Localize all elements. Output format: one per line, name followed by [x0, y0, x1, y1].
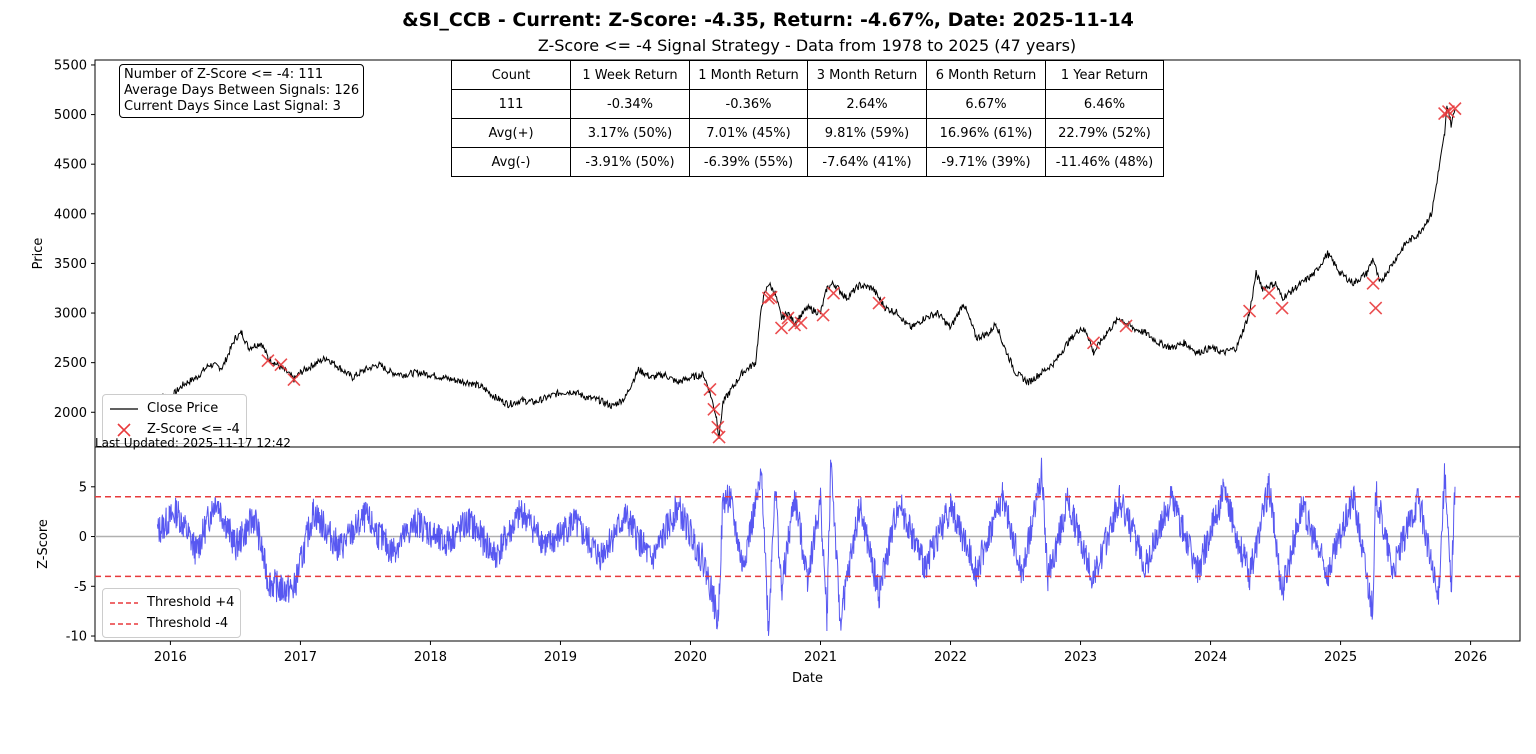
signal-marker: [1275, 301, 1289, 315]
legend-label: Z-Score <= -4: [147, 422, 240, 437]
table-cell: -3.91% (50%): [570, 147, 690, 177]
signal-marker: [1086, 336, 1101, 350]
legend-label: Threshold +4: [147, 595, 235, 610]
signal-marker: [287, 372, 301, 387]
signal-marker: [826, 286, 841, 300]
price-y-tick-label: 3000: [54, 307, 87, 322]
table-header-cell: 1 Year Return: [1045, 60, 1164, 90]
signal-info-box: Number of Z-Score <= -4: 111 Average Day…: [119, 64, 365, 118]
signal-marker: [1369, 301, 1383, 315]
price-y-tick-label: 2000: [54, 406, 87, 421]
signal-marker: [816, 308, 830, 322]
x-tick-label: 2026: [1454, 650, 1487, 665]
zscore-y-tick-label: 0: [79, 530, 87, 545]
table-row: Avg(-) -3.91% (50%) -6.39% (55%) -7.64% …: [451, 147, 1164, 177]
figure-title: &SI_CCB - Current: Z-Score: -4.35, Retur…: [402, 9, 1134, 31]
x-axis-label: Date: [792, 671, 823, 686]
signal-marker: [1438, 107, 1452, 121]
table-cell: Avg(-): [451, 147, 571, 177]
signal-marker: [1441, 105, 1456, 119]
table-cell: -0.36%: [689, 89, 808, 119]
zscore-y-tick-label: 5: [79, 480, 87, 495]
zscore-legend: Threshold +4 Threshold -4: [102, 588, 242, 638]
x-tick-label: 2021: [804, 650, 837, 665]
returns-table: Count 1 Week Return 1 Month Return 3 Mon…: [451, 60, 1164, 177]
figure-subtitle: Z-Score <= -4 Signal Strategy - Data fro…: [537, 36, 1077, 55]
table-cell: Avg(+): [451, 118, 571, 148]
x-tick-label: 2018: [414, 650, 447, 665]
last-updated-text: Last Updated: 2025-11-17 12:42: [95, 436, 291, 450]
signal-marker: [1366, 276, 1380, 290]
table-header-cell: 6 Month Return: [926, 60, 1046, 90]
table-header-cell: 1 Week Return: [570, 60, 690, 90]
price-y-tick-label: 2500: [54, 356, 87, 371]
table-cell: -11.46% (48%): [1045, 147, 1164, 177]
signal-marker: [794, 316, 808, 330]
table-cell: 111: [451, 89, 571, 119]
table-cell: 7.01% (45%): [689, 118, 808, 148]
signal-marker: [707, 402, 721, 416]
signal-marker: [712, 430, 726, 444]
zscore-line: [156, 457, 1456, 636]
legend-entry-threshold-lower: Threshold -4: [109, 613, 234, 634]
signal-marker: [761, 291, 776, 305]
price-legend: Close Price Z-Score <= -4: [102, 394, 247, 444]
legend-entry-close-price: Close Price: [109, 398, 240, 419]
x-tick-label: 2019: [544, 650, 577, 665]
zscore-y-tick-label: -5: [74, 580, 87, 595]
signal-marker: [764, 290, 778, 304]
x-tick-label: 2022: [934, 650, 967, 665]
table-cell: 9.81% (59%): [807, 118, 927, 148]
x-tick-label: 2017: [284, 650, 317, 665]
info-days-since: Current Days Since Last Signal: 3: [124, 99, 341, 114]
table-cell: 6.46%: [1045, 89, 1164, 119]
price-y-axis-label: Price: [31, 238, 46, 270]
returns-table-header-row: Count 1 Week Return 1 Month Return 3 Mon…: [451, 60, 1164, 90]
legend-label: Threshold -4: [147, 616, 229, 631]
signal-marker: [261, 354, 275, 368]
table-header-cell: Count: [451, 60, 571, 90]
price-y-tick-label: 5000: [54, 108, 87, 123]
zscore-y-axis-label: Z-Score: [36, 519, 51, 569]
close-price-line: [157, 105, 1456, 439]
price-y-tick-label: 5500: [54, 58, 87, 73]
x-tick-label: 2016: [154, 650, 187, 665]
table-cell: 2.64%: [807, 89, 927, 119]
x-tick-label: 2023: [1064, 650, 1097, 665]
signal-marker: [774, 321, 789, 335]
info-signal-count: Number of Z-Score <= -4: 111: [124, 67, 324, 82]
info-average-days: Average Days Between Signals: 126: [124, 83, 360, 98]
signal-marker: [274, 358, 288, 372]
table-cell: -0.34%: [570, 89, 690, 119]
x-tick-label: 2020: [674, 650, 707, 665]
table-cell: -6.39% (55%): [689, 147, 808, 177]
signal-marker: [1242, 304, 1257, 318]
table-row: Avg(+) 3.17% (50%) 7.01% (45%) 9.81% (59…: [451, 118, 1164, 148]
legend-entry-threshold-upper: Threshold +4: [109, 592, 234, 613]
signal-marker: [1119, 319, 1133, 333]
signal-marker: [872, 296, 886, 310]
x-tick-label: 2024: [1194, 650, 1227, 665]
table-cell: -7.64% (41%): [807, 147, 927, 177]
price-y-tick-label: 4000: [54, 207, 87, 222]
price-y-tick-label: 4500: [54, 158, 87, 173]
legend-label: Close Price: [147, 401, 219, 416]
table-header-cell: 3 Month Return: [807, 60, 927, 90]
x-tick-label: 2025: [1324, 650, 1357, 665]
zscore-axes-frame: [94, 446, 1521, 642]
price-y-tick-label: 3500: [54, 257, 87, 272]
table-cell: 3.17% (50%): [570, 118, 690, 148]
table-header-cell: 1 Month Return: [689, 60, 808, 90]
table-cell: 16.96% (61%): [926, 118, 1046, 148]
legend-entry-signal: Z-Score <= -4: [109, 419, 240, 440]
signal-marker: [1262, 286, 1276, 300]
signal-marker: [703, 382, 717, 397]
table-cell: 6.67%: [926, 89, 1046, 119]
zscore-y-tick-label: -10: [66, 630, 87, 645]
table-cell: 22.79% (52%): [1045, 118, 1164, 148]
table-row: 111 -0.34% -0.36% 2.64% 6.67% 6.46%: [451, 89, 1164, 119]
signal-marker: [1448, 102, 1462, 116]
table-cell: -9.71% (39%): [926, 147, 1046, 177]
